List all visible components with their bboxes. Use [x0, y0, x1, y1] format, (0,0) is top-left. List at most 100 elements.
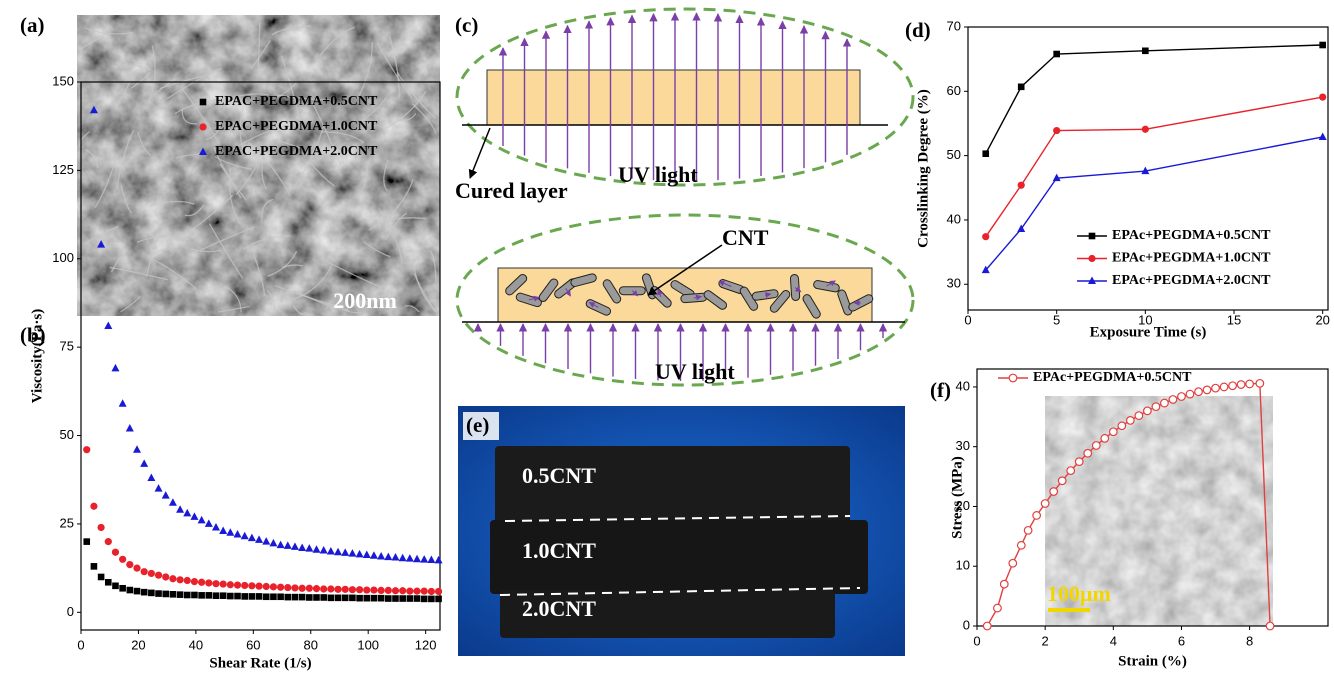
x-tick-label: 15	[1227, 312, 1241, 327]
x-tick-label: 120	[415, 637, 437, 652]
marker	[241, 593, 248, 600]
marker	[1033, 512, 1041, 520]
y-tick-label: 50	[947, 147, 961, 162]
marker	[384, 553, 392, 561]
marker	[83, 538, 90, 545]
plot-frame	[968, 27, 1328, 310]
marker	[111, 364, 119, 372]
marker	[413, 588, 420, 595]
y-tick-label: 125	[52, 162, 74, 177]
x-tick-label: 4	[1110, 633, 1117, 648]
marker	[191, 578, 198, 585]
marker	[191, 592, 198, 599]
marker	[1050, 488, 1058, 496]
series-line	[986, 45, 1323, 154]
marker	[399, 587, 406, 594]
marker	[313, 545, 321, 553]
marker	[1229, 382, 1237, 390]
legend-marker	[1088, 255, 1095, 262]
marker	[183, 509, 191, 517]
marker	[1237, 381, 1245, 389]
marker	[1053, 127, 1060, 134]
marker	[428, 588, 435, 595]
marker	[1142, 126, 1149, 133]
marker	[133, 445, 141, 453]
figure: 200nm (a) (c) Cured layer UV light CNT U…	[0, 0, 1334, 674]
marker	[363, 586, 370, 593]
marker	[1058, 477, 1066, 485]
scale-bar-label: 200nm	[333, 288, 397, 313]
marker	[284, 594, 291, 601]
marker	[190, 512, 198, 520]
x-tick-label: 5	[1053, 312, 1060, 327]
sample-label: 2.0CNT	[522, 596, 596, 621]
marker	[226, 528, 234, 536]
marker	[356, 586, 363, 593]
y-axis-title: Stress (MPa)	[949, 456, 965, 539]
marker	[91, 563, 98, 570]
marker	[277, 593, 284, 600]
marker	[320, 546, 328, 554]
marker	[1246, 380, 1254, 388]
marker	[1319, 132, 1327, 140]
marker	[313, 594, 320, 601]
marker	[241, 532, 249, 540]
marker	[298, 543, 306, 551]
marker	[234, 530, 242, 538]
marker	[371, 595, 378, 602]
marker	[982, 150, 989, 157]
marker	[1018, 84, 1025, 91]
marker	[248, 582, 255, 589]
marker	[377, 552, 385, 560]
y-axis-title: Crosslinking Degree (%)	[915, 89, 931, 248]
marker	[198, 592, 205, 599]
marker	[212, 580, 219, 587]
marker	[284, 584, 291, 591]
marker	[299, 585, 306, 592]
marker	[327, 547, 335, 555]
legend-label: EPAc+PEGDMA+1.0CNT	[1112, 251, 1271, 266]
marker	[435, 596, 442, 603]
legend-marker	[200, 99, 207, 106]
marker	[134, 588, 141, 595]
marker	[105, 579, 112, 586]
marker	[270, 583, 277, 590]
marker	[148, 590, 155, 597]
marker	[126, 424, 134, 432]
marker	[1018, 182, 1025, 189]
marker	[213, 592, 220, 599]
marker	[327, 585, 334, 592]
scale-bar-label: 100μm	[1047, 581, 1111, 606]
marker	[127, 587, 134, 594]
marker	[385, 595, 392, 602]
marker	[255, 535, 263, 543]
y-tick-label: 70	[947, 18, 961, 33]
marker	[119, 399, 127, 407]
marker	[1101, 435, 1109, 443]
sample-label: 0.5CNT	[522, 463, 596, 488]
y-tick-label: 0	[963, 617, 970, 632]
marker	[399, 595, 406, 602]
marker	[1084, 449, 1092, 457]
x-tick-label: 40	[189, 637, 203, 652]
marker	[227, 581, 234, 588]
marker	[170, 591, 177, 598]
y-tick-label: 25	[60, 515, 74, 530]
y-tick-label: 150	[52, 73, 74, 88]
marker	[349, 586, 356, 593]
marker	[342, 586, 349, 593]
y-tick-label: 0	[67, 604, 74, 619]
marker	[1053, 51, 1060, 58]
marker	[198, 516, 206, 524]
marker	[349, 595, 356, 602]
x-tick-label: 8	[1246, 633, 1253, 648]
marker	[255, 583, 262, 590]
scale-bar	[1048, 608, 1090, 612]
marker	[370, 551, 378, 559]
marker	[341, 548, 349, 556]
marker	[248, 534, 256, 542]
marker	[320, 594, 327, 601]
y-tick-label: 75	[60, 339, 74, 354]
marker	[119, 556, 126, 563]
x-tick-label: 100	[357, 637, 379, 652]
